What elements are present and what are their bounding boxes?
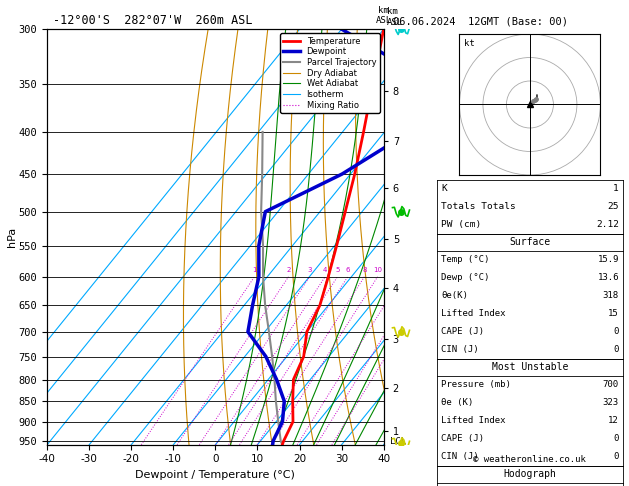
Text: 323: 323 [603,398,619,407]
Text: 6: 6 [345,267,350,273]
Text: 0: 0 [613,452,619,461]
Text: Pressure (mb): Pressure (mb) [441,380,511,389]
Text: CAPE (J): CAPE (J) [441,327,484,336]
Text: 8: 8 [362,267,367,273]
Text: 0: 0 [613,345,619,354]
Text: K: K [441,184,447,193]
Text: 2: 2 [286,267,291,273]
Text: 700: 700 [603,380,619,389]
Text: 0: 0 [613,434,619,443]
X-axis label: Dewpoint / Temperature (°C): Dewpoint / Temperature (°C) [135,470,296,480]
Text: km
ASL: km ASL [387,7,403,27]
Text: Temp (°C): Temp (°C) [441,255,489,264]
Text: CIN (J): CIN (J) [441,345,479,354]
Text: 318: 318 [603,291,619,300]
Text: Lifted Index: Lifted Index [441,309,506,318]
Text: θe (K): θe (K) [441,398,473,407]
Text: Most Unstable: Most Unstable [492,362,568,372]
Text: Totals Totals: Totals Totals [441,202,516,211]
Text: 1: 1 [252,267,257,273]
Text: 2.12: 2.12 [596,220,619,229]
Text: 0: 0 [613,327,619,336]
Text: 3: 3 [308,267,312,273]
Text: km
ASL: km ASL [376,6,392,25]
Text: 10: 10 [373,267,382,273]
Text: 13.6: 13.6 [598,273,619,282]
Text: Dewp (°C): Dewp (°C) [441,273,489,282]
Text: 1: 1 [613,184,619,193]
Text: 06.06.2024  12GMT (Base: 00): 06.06.2024 12GMT (Base: 00) [393,17,568,27]
Text: 12: 12 [608,416,619,425]
Text: © weatheronline.co.uk: © weatheronline.co.uk [474,455,586,464]
Text: Lifted Index: Lifted Index [441,416,506,425]
Text: CIN (J): CIN (J) [441,452,479,461]
Text: -12°00'S  282°07'W  260m ASL: -12°00'S 282°07'W 260m ASL [53,14,253,27]
Text: 15: 15 [608,309,619,318]
Y-axis label: hPa: hPa [8,227,18,247]
Text: 5: 5 [335,267,340,273]
Text: CAPE (J): CAPE (J) [441,434,484,443]
Text: kt: kt [464,39,475,48]
Text: Hodograph: Hodograph [503,469,557,479]
Text: 15.9: 15.9 [598,255,619,264]
Legend: Temperature, Dewpoint, Parcel Trajectory, Dry Adiabat, Wet Adiabat, Isotherm, Mi: Temperature, Dewpoint, Parcel Trajectory… [280,34,379,113]
Text: 25: 25 [608,202,619,211]
Text: Surface: Surface [509,237,550,247]
Text: θe(K): θe(K) [441,291,468,300]
Text: 4: 4 [323,267,327,273]
Text: PW (cm): PW (cm) [441,220,481,229]
Text: LCL: LCL [391,437,406,446]
